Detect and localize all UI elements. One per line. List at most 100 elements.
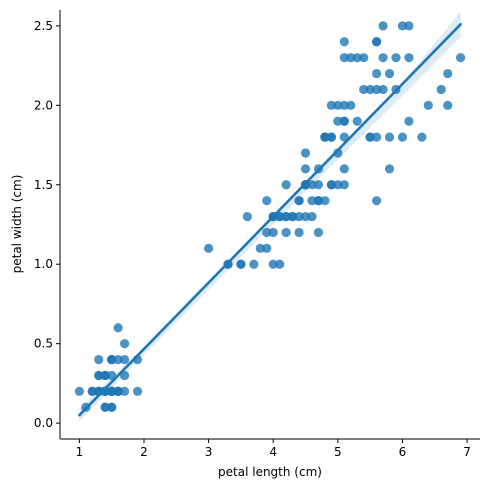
data-point (404, 21, 414, 31)
x-tick-label: 5 (334, 445, 342, 459)
data-point (294, 196, 304, 206)
y-axis-label: petal width (cm) (10, 175, 24, 274)
data-point (268, 259, 278, 269)
data-point (107, 354, 117, 365)
data-point (275, 211, 285, 222)
x-axis-label: petal length (cm) (218, 465, 322, 479)
x-tick-label: 3 (205, 445, 213, 459)
data-point (443, 100, 453, 110)
data-point (313, 227, 324, 238)
data-point (384, 132, 395, 142)
data-point (333, 100, 343, 110)
data-point (443, 68, 453, 79)
data-point (113, 386, 123, 396)
regression-line-layer (78, 22, 462, 417)
data-point (113, 323, 123, 333)
data-point (339, 53, 349, 63)
y-tick-label: 0.5 (34, 337, 53, 351)
data-point (120, 386, 130, 396)
data-point (313, 196, 324, 206)
data-point (372, 196, 382, 206)
data-point (94, 354, 104, 365)
data-point (404, 53, 414, 63)
data-point (372, 68, 382, 79)
regression-line (78, 22, 462, 417)
data-point (378, 53, 388, 63)
data-point (404, 116, 414, 126)
data-point (120, 370, 130, 381)
data-point (262, 243, 272, 253)
data-point (378, 21, 388, 31)
data-point (365, 84, 375, 95)
data-point (326, 100, 336, 110)
data-point (333, 180, 343, 190)
data-point (307, 211, 317, 222)
data-point (94, 370, 104, 381)
data-point (378, 84, 388, 95)
data-point (281, 211, 291, 222)
data-point (307, 196, 317, 206)
data-point (359, 84, 369, 95)
data-point (288, 211, 298, 222)
data-point (307, 180, 317, 190)
data-point (294, 227, 304, 238)
data-point (384, 164, 395, 174)
y-tick-label: 0.0 (34, 416, 53, 430)
x-tick-label: 6 (399, 445, 407, 459)
y-tick-label: 2.5 (34, 19, 53, 33)
data-point (359, 53, 369, 63)
data-point (300, 148, 311, 158)
data-point (313, 180, 324, 190)
x-tick-label: 1 (76, 445, 84, 459)
data-point (294, 211, 304, 222)
data-point (249, 259, 259, 269)
data-point (391, 53, 401, 63)
data-point (397, 132, 408, 142)
data-point (346, 53, 356, 63)
data-point (107, 386, 117, 396)
x-tick-label: 4 (269, 445, 277, 459)
data-point (339, 100, 349, 110)
data-point (423, 100, 433, 110)
data-point (397, 21, 408, 31)
data-point (300, 211, 311, 222)
data-point (281, 227, 291, 238)
data-point (100, 402, 110, 412)
data-point (107, 402, 117, 412)
data-point (333, 116, 343, 126)
data-point (275, 259, 285, 269)
data-point (107, 370, 117, 381)
x-tick-label: 7 (463, 445, 471, 459)
data-point (456, 53, 466, 63)
data-point (120, 354, 130, 365)
data-point (365, 132, 375, 142)
data-point (255, 243, 265, 253)
y-tick-label: 1.0 (34, 257, 53, 271)
data-point (87, 386, 97, 396)
data-point (262, 196, 272, 206)
data-point (242, 211, 252, 222)
y-tick-label: 1.5 (34, 178, 53, 192)
data-point (100, 386, 110, 396)
data-point (236, 259, 246, 269)
data-point (372, 132, 382, 142)
y-tick-label: 2.0 (34, 98, 53, 112)
data-point (339, 37, 349, 47)
data-point (346, 100, 356, 110)
data-point (384, 68, 395, 79)
data-point (326, 180, 336, 190)
data-point (300, 164, 311, 174)
data-point (120, 339, 130, 349)
data-point (352, 53, 362, 63)
data-point (113, 354, 123, 365)
data-point (320, 196, 330, 206)
data-point (436, 84, 446, 95)
data-point (417, 132, 427, 142)
data-point (132, 386, 143, 396)
data-point (339, 180, 349, 190)
data-point (204, 243, 214, 253)
data-point (281, 180, 291, 190)
data-point (262, 227, 272, 238)
